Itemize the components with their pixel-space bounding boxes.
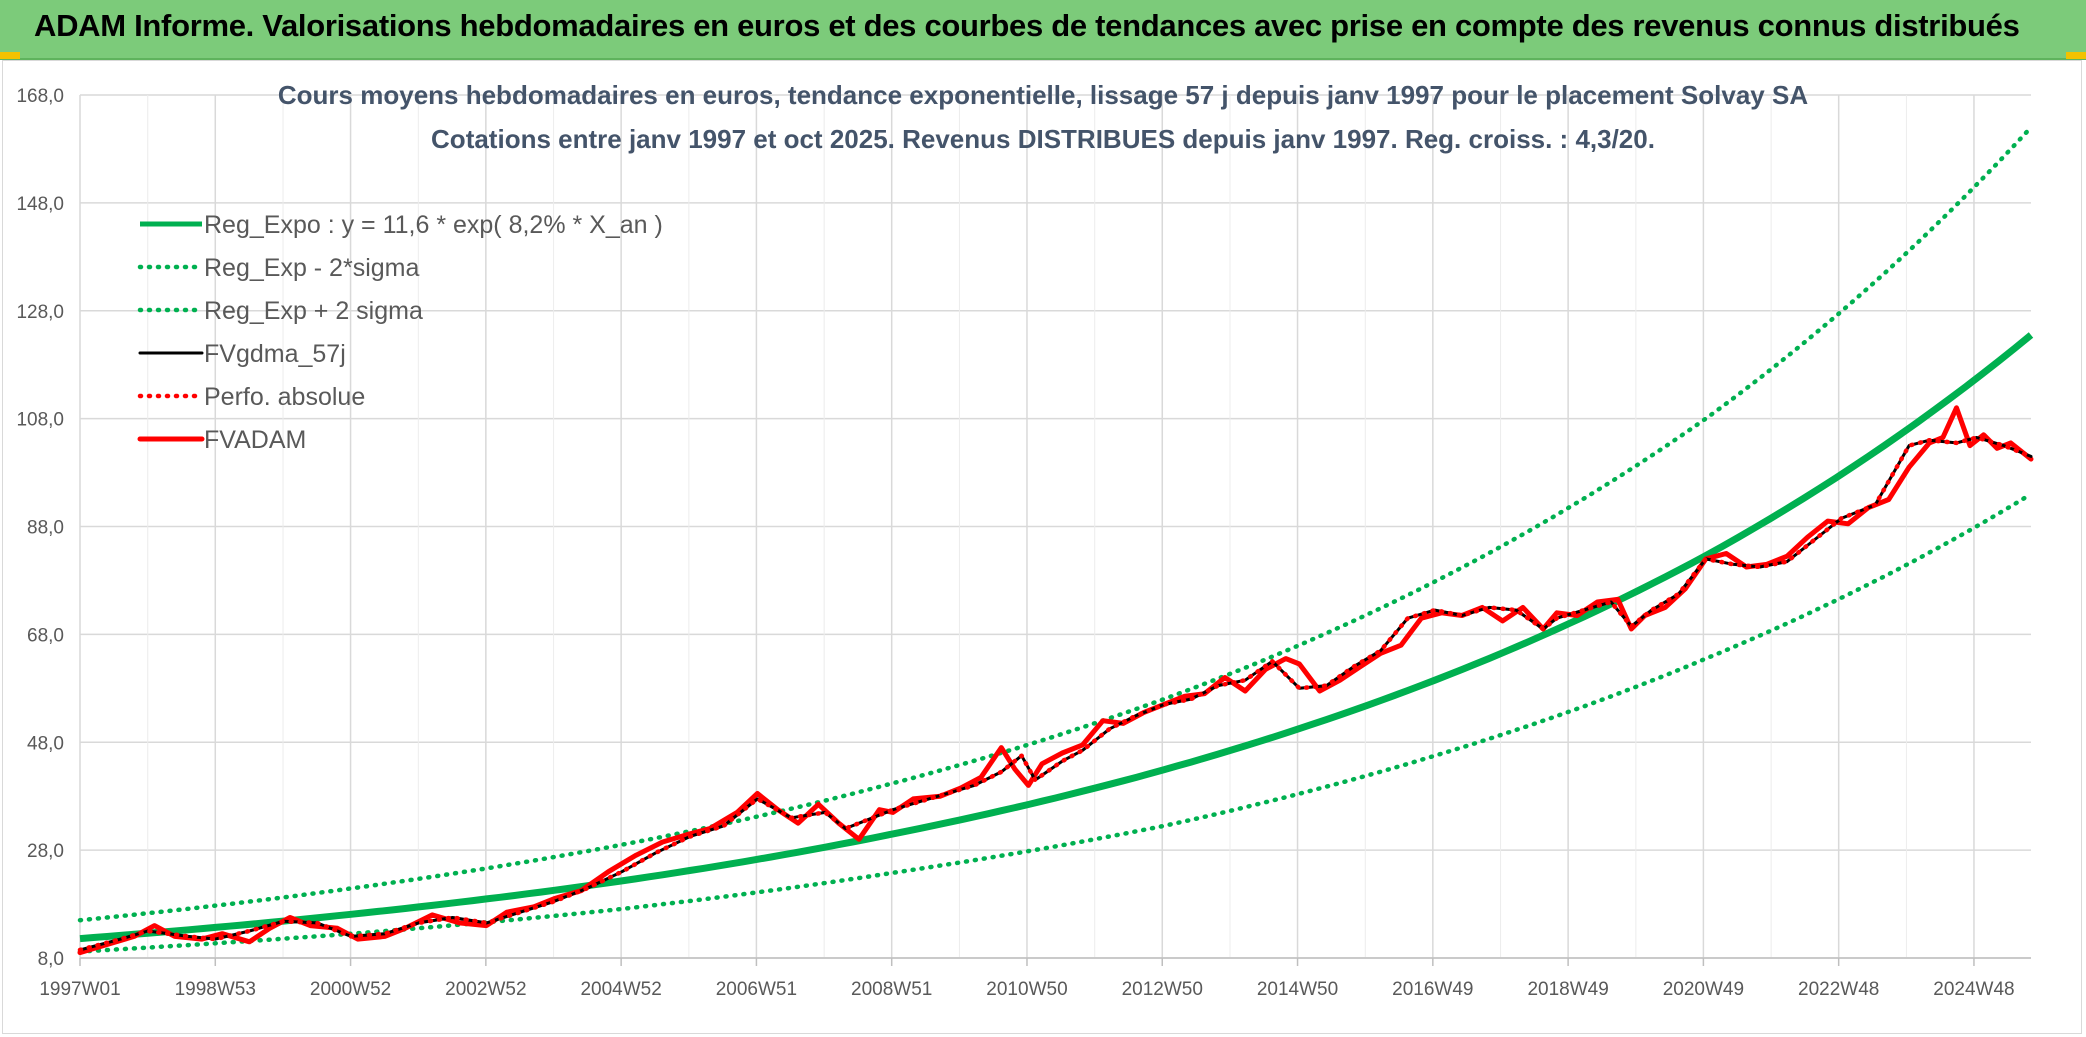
series-line-3 — [78, 436, 2033, 952]
x-tick-label: 1998W53 — [175, 979, 256, 1000]
y-tick-label: 8,0 — [38, 949, 64, 970]
legend-label: Reg_Exp - 2*sigma — [204, 254, 419, 282]
x-axis: 1997W01 1998W53 2000W52 2002W52 2004W52 2006W… — [39, 957, 2031, 1000]
y-tick-label: 68,0 — [27, 625, 64, 646]
x-tick-label: 2020W49 — [1663, 979, 1744, 1000]
y-tick-label: 128,0 — [16, 302, 64, 323]
legend-label: FVgdma_57j — [204, 340, 346, 368]
x-tick-label: 2002W52 — [445, 979, 526, 1000]
x-tick-label: 2010W50 — [986, 979, 1067, 1000]
y-tick-label: 48,0 — [27, 733, 64, 754]
legend-label: Perfo. absolue — [204, 383, 365, 411]
banner-corner-left — [0, 52, 20, 59]
y-tick-label: 148,0 — [16, 194, 64, 215]
chart-title: Cours moyens hebdomadaires en euros, ten… — [278, 80, 1808, 110]
chart-series — [77, 125, 2034, 956]
banner-corner-right — [2066, 52, 2086, 59]
legend-label: Reg_Expo : y = 11,6 * exp( 8,2% * X_an ) — [204, 211, 663, 239]
x-tick-label: 2012W50 — [1122, 979, 1203, 1000]
x-tick-label: 2022W48 — [1798, 979, 1879, 1000]
legend-label: FVADAM — [204, 426, 306, 454]
x-tick-label: 2006W51 — [716, 979, 797, 1000]
x-tick-label: 2008W51 — [851, 979, 932, 1000]
chart-grid — [79, 94, 2031, 959]
series-line-2 — [77, 125, 2034, 923]
y-tick-label: 108,0 — [16, 410, 64, 431]
legend-label: Reg_Exp + 2 sigma — [204, 297, 423, 325]
x-tick-label: 2024W48 — [1933, 979, 2014, 1000]
y-tick-label: 88,0 — [27, 518, 64, 539]
y-tick-label: 28,0 — [27, 841, 64, 862]
series-line-5 — [77, 405, 2034, 956]
series-line-0 — [79, 332, 2034, 943]
chart-legend: Reg_Expo : y = 11,6 * exp( 8,2% * X_an )… — [137, 211, 663, 454]
x-tick-label: 2004W52 — [580, 979, 661, 1000]
x-tick-label: 1997W01 — [39, 979, 120, 1000]
line-chart: 8,028,048,068,088,0108,0128,0148,0168,0 … — [16, 80, 2034, 1000]
series-line-4 — [77, 435, 2034, 953]
page-title: ADAM Informe. Valorisations hebdomadaire… — [34, 8, 2020, 43]
y-tick-label: 168,0 — [16, 86, 64, 107]
x-tick-label: 2018W49 — [1527, 979, 1608, 1000]
header-banner: ADAM Informe. Valorisations hebdomadaire… — [0, 0, 2086, 60]
y-axis: 8,0 28,0 48,0 68,0 88,0 108,0 128,0 148,0 168,0 — [16, 86, 64, 970]
chart-subtitle: Cotations entre janv 1997 et oct 2025. R… — [431, 124, 1655, 154]
chart-frame: 8,0 28,0 48,0 68,0 88,0 108,0 128,0 148,0 168,0 … — [2, 60, 2082, 1034]
x-tick-label: 2016W49 — [1392, 979, 1473, 1000]
x-tick-label: 2000W52 — [310, 979, 391, 1000]
x-tick-label: 2014W50 — [1257, 979, 1338, 1000]
